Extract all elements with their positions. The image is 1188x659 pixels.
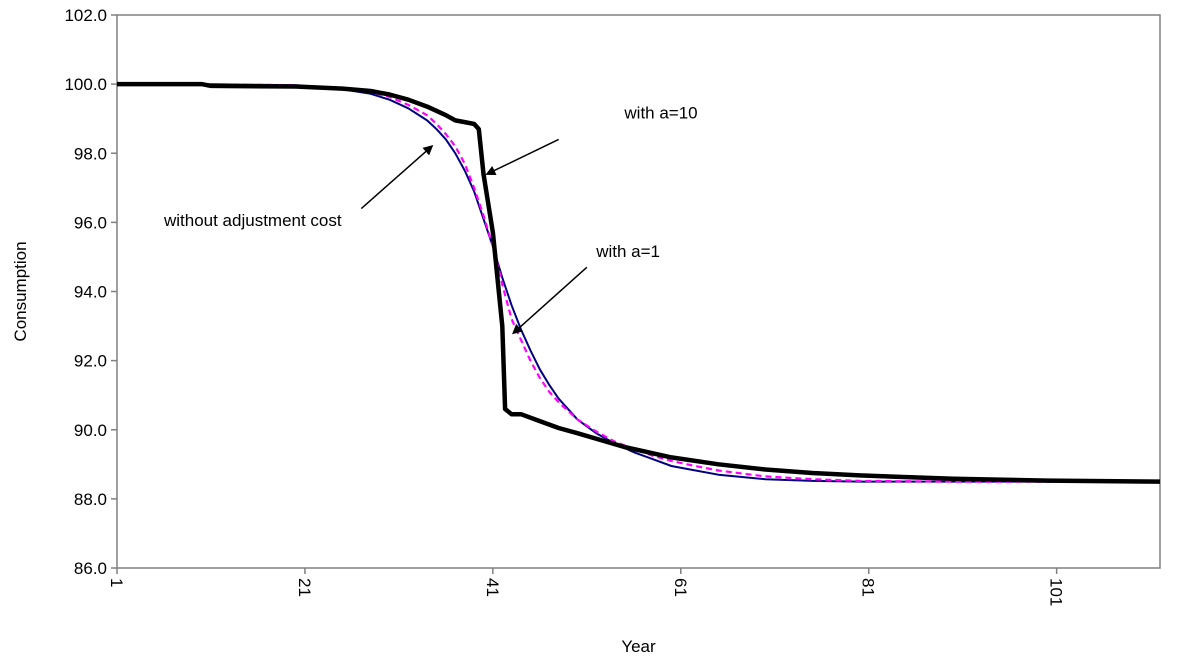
y-tick-label: 98.0	[74, 144, 107, 163]
y-tick-label: 94.0	[74, 283, 107, 302]
x-tick-label: 61	[671, 578, 690, 597]
plot-area	[116, 14, 1161, 569]
y-tick-label: 90.0	[74, 421, 107, 440]
x-tick-label: 21	[295, 578, 314, 597]
series-line-2	[117, 82, 1160, 483]
x-tick-label: 81	[859, 578, 878, 597]
x-axis-title: Year	[621, 637, 656, 656]
x-axis: 1 21 41 61 81 101	[107, 568, 1066, 606]
series-group	[117, 81, 1161, 484]
annotation-label: without adjustment cost	[163, 211, 342, 230]
annotation-arrow	[485, 138, 559, 176]
y-tick-label: 102.0	[64, 6, 107, 25]
y-tick-label: 88.0	[74, 490, 107, 509]
x-tick-label: 41	[483, 578, 502, 597]
annotations: with a=10 without adjustment cost with a=1	[163, 104, 698, 335]
y-tick-label: 96.0	[74, 213, 107, 232]
y-tick-label: 92.0	[74, 352, 107, 371]
x-tick-label: 101	[1047, 578, 1066, 606]
series-line-1	[117, 83, 1160, 483]
y-tick-label: 86.0	[74, 559, 107, 578]
annotation-label: with a=1	[595, 242, 660, 261]
y-tick-label: 100.0	[64, 75, 107, 94]
series-line-3	[117, 81, 1161, 484]
annotation-arrow	[360, 145, 434, 210]
x-tick-label: 1	[107, 578, 126, 587]
annotation-label: with a=10	[623, 104, 697, 123]
y-axis-title: Consumption	[11, 241, 30, 341]
y-axis: 86.0 88.0 90.0 92.0 94.0 96.0 98.0 100.0 102.0	[64, 6, 117, 578]
annotation-arrow	[512, 266, 588, 335]
